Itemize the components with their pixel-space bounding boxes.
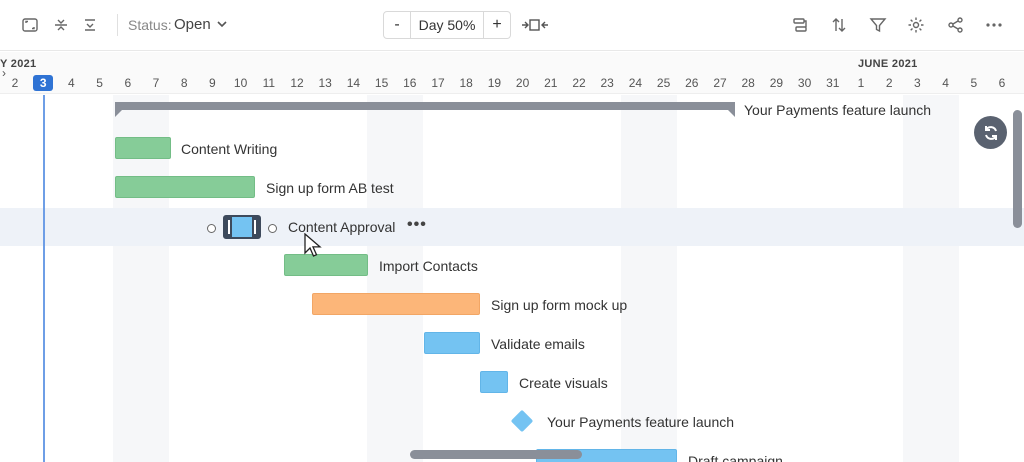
day-label: 25 <box>656 76 671 90</box>
weekend-column <box>621 95 677 462</box>
day-label: 21 <box>544 76 558 90</box>
collapse-all-icon[interactable] <box>51 15 71 35</box>
day-label: 15 <box>374 76 389 90</box>
task-label: Your Payments feature launch <box>547 414 735 430</box>
task-label: Content Approval <box>288 219 396 235</box>
zoom-control: - Day 50% + <box>383 11 511 39</box>
day-label: 28 <box>741 76 755 90</box>
weekend-column <box>367 95 423 462</box>
horizontal-scrollbar[interactable] <box>410 450 582 459</box>
day-label: 5 <box>96 76 103 90</box>
milestone-diamond[interactable] <box>510 409 534 433</box>
expand-all-icon[interactable] <box>80 15 100 35</box>
day-label: 3 <box>914 76 921 90</box>
day-label: 22 <box>572 76 586 90</box>
day-label: 29 <box>769 76 784 90</box>
task-bar[interactable] <box>284 254 368 276</box>
refresh-button[interactable] <box>974 116 1007 149</box>
day-label: 10 <box>233 76 248 90</box>
day-label: 4 <box>68 76 75 90</box>
day-label: 2 <box>885 76 893 90</box>
task-bar[interactable] <box>312 293 480 315</box>
dependency-connector[interactable] <box>268 224 277 233</box>
fit-screen-icon[interactable] <box>20 15 40 35</box>
task-label: Import Contacts <box>379 258 478 274</box>
zoom-out-button[interactable]: - <box>394 16 400 33</box>
task-bar[interactable] <box>115 137 171 159</box>
timeline-header: Y 2021 JUNE 2021 2 3 4 5 6 7 8 9 10 11 12 13 14 15 16 1… <box>0 52 1024 94</box>
selected-task-bar[interactable] <box>223 215 261 239</box>
day-label: 5 <box>970 76 978 90</box>
day-label: 24 <box>628 76 643 90</box>
month-label: JUNE 2021 <box>858 58 918 70</box>
summary-bar[interactable] <box>115 102 735 117</box>
day-label: 18 <box>459 76 473 90</box>
settings-icon[interactable] <box>906 15 926 35</box>
day-label: 30 <box>797 76 812 90</box>
status-label: Status: <box>128 17 172 33</box>
more-icon[interactable] <box>984 15 1004 35</box>
toolbar-divider <box>117 14 118 36</box>
dependencies-icon[interactable] <box>790 15 810 35</box>
vertical-scrollbar[interactable] <box>1013 110 1022 228</box>
mouse-cursor-icon <box>304 233 322 257</box>
sort-icon[interactable] <box>829 15 849 35</box>
day-label: 14 <box>346 76 361 90</box>
filter-icon[interactable] <box>868 15 888 35</box>
day-label: 11 <box>262 76 276 90</box>
more-icon[interactable]: ••• <box>407 216 427 233</box>
day-label: 26 <box>685 76 699 90</box>
chevron-down-icon[interactable] <box>215 17 229 31</box>
day-label: 3 <box>33 75 54 91</box>
task-label: Sign up form mock up <box>491 297 628 313</box>
gantt-chart-body: Your Payments feature launch Content Wri… <box>0 95 1024 462</box>
fit-range-icon[interactable] <box>520 16 550 34</box>
day-label: 20 <box>515 76 530 90</box>
day-label: 4 <box>942 76 949 90</box>
day-label: 13 <box>318 76 332 90</box>
zoom-level[interactable]: Day 50% <box>410 12 484 38</box>
day-label: 27 <box>713 76 727 90</box>
selected-row <box>0 208 1024 246</box>
day-label: 9 <box>209 76 216 90</box>
today-marker <box>43 95 45 462</box>
day-label: 7 <box>152 76 160 90</box>
task-bar[interactable] <box>480 371 508 393</box>
day-label: 6 <box>124 76 132 90</box>
task-label: Validate emails <box>491 336 585 352</box>
task-bar[interactable] <box>424 332 480 354</box>
task-bar[interactable] <box>115 176 255 198</box>
day-label: 17 <box>431 76 445 90</box>
day-label: 6 <box>998 76 1006 90</box>
day-label: 31 <box>826 76 840 90</box>
day-label: 12 <box>290 76 304 90</box>
task-label: Draft campaign <box>688 453 783 462</box>
task-label: Sign up form AB test <box>266 180 394 196</box>
chevron-right-icon[interactable]: › <box>2 66 6 80</box>
zoom-in-button[interactable]: + <box>492 16 502 33</box>
dependency-connector[interactable] <box>207 224 216 233</box>
month-label: Y 2021 <box>0 58 37 70</box>
day-label: 2 <box>11 76 19 90</box>
day-label: 19 <box>487 76 502 90</box>
day-label: 16 <box>403 76 417 90</box>
day-label: 23 <box>600 76 614 90</box>
toolbar: Status: Open - Day 50% + <box>0 0 1024 51</box>
day-label: 1 <box>857 76 865 90</box>
task-label: Content Writing <box>181 141 278 157</box>
day-label: 8 <box>180 76 188 90</box>
share-icon[interactable] <box>946 15 966 35</box>
task-label: Your Payments feature launch <box>744 102 932 118</box>
task-label: Create visuals <box>519 375 608 391</box>
status-dropdown[interactable]: Open <box>174 16 211 33</box>
weekend-column <box>903 95 959 462</box>
